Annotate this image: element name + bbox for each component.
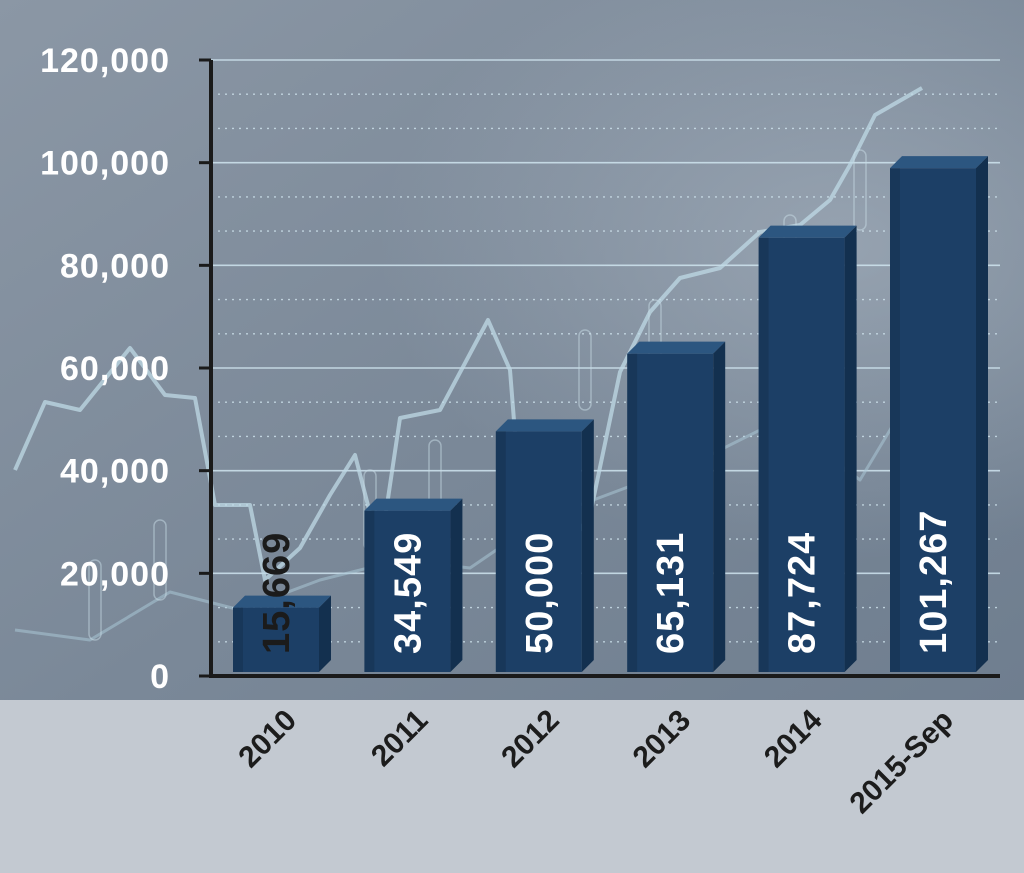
decorative-candle xyxy=(88,559,102,641)
bar-value-label: 50,000 xyxy=(519,532,561,654)
bars: 15,669 34,549 50,000 65,131 87,724 101,267 xyxy=(233,156,988,673)
bar-shade xyxy=(495,431,506,672)
bar-side xyxy=(713,341,726,672)
bar-value-label: 15,669 xyxy=(256,532,298,654)
gridlines xyxy=(211,59,1000,643)
y-tick-label: 60,000 xyxy=(60,350,170,388)
bar-shade xyxy=(890,168,900,673)
bar-side xyxy=(450,498,463,672)
bar-2011: 34,549 xyxy=(364,498,463,672)
bar-shade xyxy=(758,237,769,672)
bar-front xyxy=(758,237,845,672)
bar-front xyxy=(495,431,582,672)
bar-side xyxy=(319,595,331,672)
bar-top xyxy=(364,498,463,511)
bar-value-label: 65,131 xyxy=(650,532,692,654)
decorative-candle xyxy=(153,519,167,601)
bar-side xyxy=(976,156,988,673)
axes xyxy=(199,58,1000,678)
y-tick-label: 40,000 xyxy=(60,453,170,491)
bar-top xyxy=(495,419,594,432)
bar-front xyxy=(233,607,319,672)
decorative-candle xyxy=(853,149,867,231)
bar-value-label: 34,549 xyxy=(387,532,429,654)
bar-2010: 15,669 xyxy=(233,532,331,672)
bar-top xyxy=(627,341,726,354)
y-tick-label: 100,000 xyxy=(40,145,170,183)
y-tick-label: 0 xyxy=(150,658,170,696)
bar-side xyxy=(581,419,594,672)
bar-2014: 87,724 xyxy=(758,225,857,672)
bar-front xyxy=(890,168,976,673)
bar-front xyxy=(364,510,451,672)
y-tick-labels: 0 20,000 40,000 60,000 80,000 100,000 120,000 xyxy=(40,42,170,696)
bar-top xyxy=(758,225,857,238)
y-tick-label: 120,000 xyxy=(40,42,170,80)
bar-value-label: 87,724 xyxy=(782,532,824,654)
bar-2013: 65,131 xyxy=(627,341,726,672)
label-band xyxy=(0,700,1024,873)
bar-shade xyxy=(364,510,375,672)
bar-shade xyxy=(233,607,243,672)
bar-value-label: 101,267 xyxy=(913,510,955,654)
y-tick-label: 80,000 xyxy=(60,247,170,285)
bar-side xyxy=(844,225,857,672)
bar-shade xyxy=(627,353,638,672)
bar-2012: 50,000 xyxy=(495,419,594,672)
bar-2015-Sep: 101,267 xyxy=(890,156,988,673)
y-tick-label: 20,000 xyxy=(60,555,170,593)
bar-front xyxy=(627,353,714,672)
decorative-candle xyxy=(578,329,592,411)
bar-top xyxy=(890,156,988,169)
bar-top xyxy=(233,595,331,608)
